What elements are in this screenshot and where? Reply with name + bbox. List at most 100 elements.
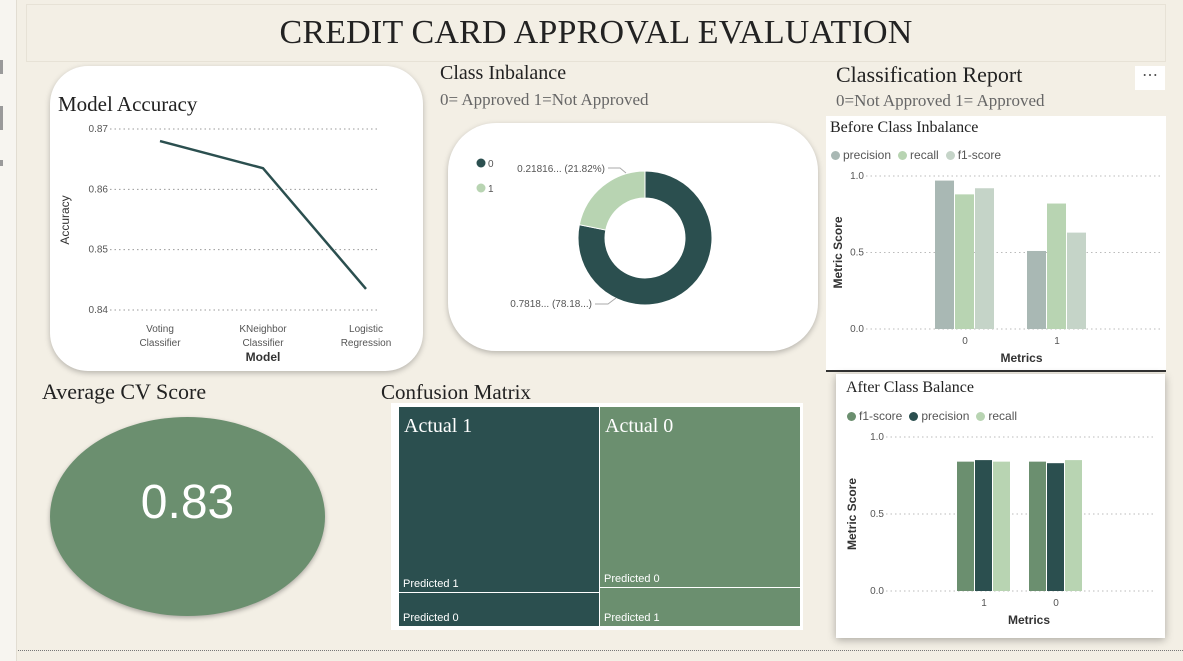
x-tick-label: 1 [981, 598, 987, 609]
legend-marker [831, 151, 840, 160]
class-imbalance-subtitle: 0= Approved 1=Not Approved [440, 90, 649, 109]
x-axis-title: Metrics [1000, 351, 1042, 365]
x-tick-label: Classifier [139, 338, 181, 349]
before-balance-chart: 1.0 0.5 0.0 0 1 Metrics Metric Score [831, 171, 1161, 365]
cm-a1-predicted-0-label: Predicted 0 [403, 612, 459, 624]
y-tick-label: 0.0 [850, 324, 864, 335]
legend-label: recall [988, 409, 1018, 423]
legend-marker-0 [476, 158, 486, 168]
y-tick-label: 0.86 [89, 184, 109, 195]
cm-a1-predicted-1-label: Predicted 1 [403, 578, 459, 590]
average-cv-title: Average CV Score [42, 379, 207, 404]
before-balance-title: Before Class Inbalance [830, 119, 979, 136]
donut-slice-0 [577, 170, 713, 306]
x-tick-label: Logistic [349, 324, 383, 335]
before-legend: precision recall f1-score [831, 148, 1008, 162]
y-axis-title: Metric Score [845, 478, 859, 550]
rail-marker[interactable] [0, 106, 3, 130]
bar-precision-1 [1027, 250, 1046, 329]
class-imbalance-donut: 0 1 0.21816... (21.82%) 0.7818... (78.18...… [476, 158, 713, 310]
bar-f1-score-1 [957, 461, 974, 591]
leader-line [608, 167, 627, 174]
model-accuracy-title: Model Accuracy [58, 92, 198, 116]
cm-a0-predicted-0-label: Predicted 0 [604, 573, 660, 585]
legend-label: recall [910, 148, 939, 162]
page-title: CREDIT CARD APPROVAL EVALUATION [279, 14, 913, 51]
cm-a1-predicted-0-cell[interactable]: Predicted 0 [399, 593, 599, 626]
y-tick-label: 0.85 [89, 245, 109, 256]
bottom-divider [18, 650, 1183, 651]
cm-actual-1-label: Actual 1 [404, 415, 473, 437]
x-tick-label: Regression [341, 338, 392, 349]
y-tick-label: 0.5 [870, 509, 884, 520]
accuracy-line [159, 139, 367, 290]
y-tick-label: 0.84 [89, 305, 109, 316]
cm-actual-1-cell[interactable]: Actual 1 Predicted 1 [399, 407, 599, 592]
legend-marker-1 [476, 183, 486, 193]
data-label-0: 0.7818... (78.18...) [510, 299, 592, 310]
legend-marker [909, 412, 919, 421]
cm-a0-predicted-1-cell[interactable]: Predicted 1 [600, 588, 800, 626]
rail-marker[interactable] [0, 160, 3, 166]
confusion-matrix-title: Confusion Matrix [381, 380, 531, 404]
report-divider [826, 370, 1166, 372]
average-cv-ellipse[interactable]: 0.83 [50, 417, 325, 616]
y-axis-title: Metric Score [831, 216, 845, 288]
class-imbalance-title: Class Inbalance [440, 62, 567, 84]
bar-f1-score-1 [1067, 232, 1086, 329]
after-balance-title: After Class Balance [846, 379, 974, 396]
confusion-matrix-panel[interactable]: Actual 1 Predicted 1 Predicted 0 Actual … [391, 403, 803, 630]
class-imbalance-card[interactable]: 0 1 0.21816... (21.82%) 0.7818... (78.18...… [448, 123, 818, 351]
cm-actual-0-cell[interactable]: Actual 0 Predicted 0 [600, 407, 800, 587]
legend-label-0: 0 [488, 159, 494, 170]
after-legend: f1-score precision recall [847, 409, 1024, 423]
cm-a0-predicted-1-label: Predicted 1 [604, 612, 660, 624]
donut-slice-1 [578, 170, 646, 231]
bar-recall-0 [955, 194, 974, 329]
model-accuracy-card[interactable]: Model Accuracy 0.87 0.86 0.85 0.84 Voting Cla… [50, 66, 423, 371]
bar-recall-1 [1047, 203, 1066, 329]
legend-item-precision[interactable]: precision [831, 148, 891, 162]
legend-label-1: 1 [488, 184, 494, 195]
x-tick-label: 1 [1054, 336, 1060, 347]
legend-item-precision[interactable]: precision [909, 409, 969, 423]
legend-marker [898, 151, 908, 160]
legend-label: f1-score [859, 409, 903, 423]
rail-marker[interactable] [0, 60, 3, 74]
legend-item-recall[interactable]: recall [898, 148, 939, 162]
bar-recall-1 [993, 461, 1010, 591]
classification-report-title: Classification Report [836, 62, 1023, 87]
x-axis-title: Model [246, 350, 281, 364]
bar-recall-0 [1065, 460, 1082, 591]
after-balance-card[interactable]: After Class Balance f1-score precision rec… [836, 374, 1165, 638]
legend-label: precision [921, 409, 970, 423]
x-axis-title: Metrics [1008, 613, 1050, 627]
average-cv-value: 0.83 [140, 476, 235, 529]
bar-precision-1 [975, 460, 992, 591]
bar-precision-0 [935, 180, 954, 329]
x-tick-label: Voting [146, 324, 174, 335]
leader-line [595, 297, 617, 305]
legend-item-recall[interactable]: recall [976, 409, 1017, 423]
legend-marker [847, 412, 856, 421]
left-rail [0, 0, 17, 661]
legend-item-f1-score[interactable]: f1-score [847, 409, 902, 423]
more-options-button[interactable]: ⋯ [1135, 66, 1165, 90]
y-tick-label: 0.0 [870, 586, 884, 597]
data-label-1: 0.21816... (21.82%) [517, 164, 605, 175]
before-balance-card[interactable]: Before Class Inbalance precision recall f1… [826, 116, 1166, 370]
x-tick-label: KNeighbor [239, 324, 287, 335]
classification-report-subtitle: 0=Not Approved 1= Approved [836, 91, 1045, 110]
title-banner: CREDIT CARD APPROVAL EVALUATION [26, 4, 1166, 62]
model-accuracy-chart: 0.87 0.86 0.85 0.84 Voting Classifier KNeighbo… [58, 124, 392, 364]
legend-item-f1-score[interactable]: f1-score [945, 148, 1001, 162]
y-tick-label: 0.5 [850, 248, 864, 259]
cm-actual-0-label: Actual 0 [605, 415, 674, 437]
x-tick-label: 0 [962, 336, 968, 347]
bar-precision-0 [1047, 463, 1064, 591]
bar-f1-score-0 [975, 188, 994, 329]
y-tick-label: 1.0 [870, 432, 884, 443]
y-tick-label: 1.0 [850, 171, 864, 182]
x-tick-label: Classifier [242, 338, 284, 349]
